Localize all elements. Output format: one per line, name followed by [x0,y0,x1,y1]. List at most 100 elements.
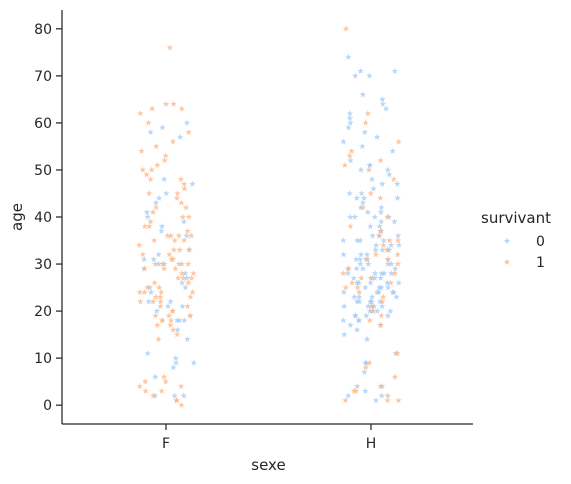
data-point-1 [345,265,352,272]
data-point-0 [155,260,162,267]
data-point-1 [185,213,193,220]
data-point-0 [359,265,367,272]
data-point-0 [359,199,367,206]
data-point-1 [166,44,174,51]
data-point-1 [369,307,376,314]
data-point-0 [179,302,186,310]
data-point-0 [340,138,347,145]
data-point-0 [180,392,188,399]
data-point-1 [171,237,178,244]
data-point-1 [384,213,391,220]
data-point-0 [352,72,359,79]
data-point-1 [367,190,375,197]
legend-marker-0 [503,237,511,244]
data-point-0 [373,133,381,140]
data-point-0 [351,213,359,220]
data-point-0 [345,53,352,60]
data-point-1 [154,161,161,168]
data-point-0 [355,317,362,324]
data-point-1 [151,260,159,267]
data-point-1 [155,335,162,343]
data-point-1 [178,401,185,408]
data-point-0 [376,223,383,230]
data-point-1 [366,317,373,324]
data-point-1 [167,317,175,324]
data-point-0 [143,208,151,216]
data-point-0 [388,270,395,277]
data-point-0 [387,241,395,248]
data-point-1 [377,194,384,201]
data-point-0 [394,194,401,201]
data-point-0 [355,293,363,300]
data-point-0 [180,218,188,225]
data-point-1 [180,274,187,281]
data-point-0 [183,119,191,126]
legend-marker-1 [503,258,511,265]
data-point-1 [157,298,164,305]
data-point-0 [359,91,367,98]
data-point-0 [375,288,383,296]
data-point-0 [353,279,361,286]
data-point-0 [364,208,372,216]
data-point-1 [384,397,391,404]
data-point-1 [394,251,401,258]
data-point-0 [391,218,398,225]
data-point-0 [387,260,395,267]
data-point-1 [185,128,192,136]
data-point-1 [155,284,163,291]
data-point-1 [348,279,356,286]
data-point-1 [365,166,373,173]
data-point-1 [136,288,144,296]
data-point-1 [160,373,168,380]
data-point-0 [378,204,385,211]
data-point-1 [141,223,149,230]
data-point-0 [367,298,374,305]
data-point-1 [362,119,369,126]
data-point-0 [380,270,388,277]
y-tick-label: 80 [34,22,52,38]
data-point-1 [149,208,157,216]
x-tick-label: F [162,436,170,452]
data-point-0 [159,124,166,131]
data-point-0 [190,359,197,366]
data-point-1 [167,321,174,328]
data-point-1 [169,307,177,314]
data-point-0 [352,255,360,263]
data-point-1 [354,284,361,291]
data-point-0 [340,317,347,324]
data-point-0 [183,274,191,281]
data-point-0 [392,265,399,272]
data-point-0 [359,143,366,150]
data-point-1 [177,382,185,390]
data-point-1 [189,288,196,296]
y-tick-label: 70 [34,69,52,85]
data-point-0 [391,67,399,74]
data-point-1 [175,232,183,239]
data-point-1 [170,246,178,253]
data-point-0 [387,307,394,314]
data-point-0 [372,397,380,404]
data-point-1 [166,251,173,258]
data-point-0 [366,72,373,79]
data-point-0 [171,392,178,399]
data-point-0 [163,190,170,197]
data-point-1 [161,157,169,164]
data-point-0 [167,298,174,305]
data-point-0 [346,110,354,117]
points-layer [136,25,403,408]
data-point-1 [395,138,402,145]
data-point-0 [170,364,177,371]
data-point-0 [345,124,352,131]
data-point-1 [180,180,188,187]
data-point-0 [175,260,183,267]
data-point-0 [384,279,391,286]
data-point-0 [353,298,361,305]
data-point-0 [147,288,155,296]
data-point-0 [371,270,379,277]
data-point-1 [147,218,154,225]
data-point-1 [178,105,185,112]
data-point-0 [363,335,371,343]
data-point-1 [178,260,186,267]
data-point-1 [164,232,171,239]
